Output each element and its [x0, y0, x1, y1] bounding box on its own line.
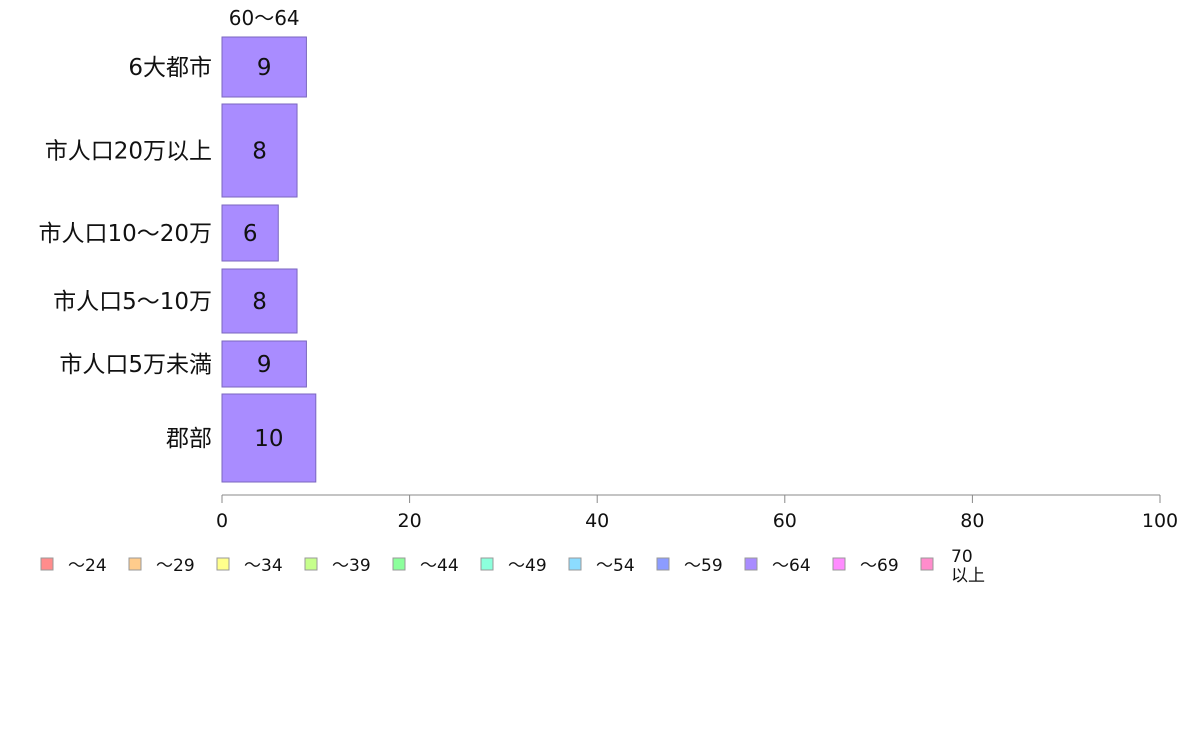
- x-tick-label: 20: [398, 510, 422, 532]
- bar-segment: [221, 340, 307, 388]
- category-label: 市人口20万以上: [45, 139, 212, 165]
- bar-value-label: 9: [257, 352, 272, 378]
- legend-swatch: [744, 557, 758, 571]
- bar-value-label: 6: [243, 221, 258, 247]
- legend-label: 〜29: [156, 556, 195, 576]
- bar-value-label: 9: [257, 55, 272, 81]
- legend-swatch: [216, 557, 230, 571]
- bar-segment: [221, 103, 298, 198]
- legend-label: 〜54: [596, 556, 635, 576]
- bar-value-label: 8: [252, 289, 267, 315]
- legend-swatch: [832, 557, 846, 571]
- bars-layer: 6大都市 9 市人口20万以上 8 市人口10〜20万 6 市人口5〜10万 8 市人口5万未満…: [38, 6, 317, 483]
- legend-swatch: [568, 557, 582, 571]
- bar-value-label: 10: [254, 426, 283, 452]
- legend-label: 〜24: [68, 556, 107, 576]
- series-top-label: 60〜64: [229, 6, 300, 30]
- legend-swatch: [480, 557, 494, 571]
- legend-swatch: [128, 557, 142, 571]
- category-label: 市人口5〜10万: [53, 289, 212, 315]
- x-tick-label: 80: [960, 510, 984, 532]
- legend-swatch: [40, 557, 54, 571]
- x-tick-label: 100: [1142, 510, 1178, 532]
- bar-segment: [221, 393, 317, 483]
- legend-swatch: [920, 557, 934, 571]
- legend-label: 〜39: [332, 556, 371, 576]
- legend-label: 〜44: [420, 556, 459, 576]
- bar-segment: [221, 204, 279, 262]
- x-axis: 0 20 40 60 80 100: [216, 494, 1178, 532]
- bar-segment: [221, 36, 307, 98]
- x-tick-label: 40: [585, 510, 609, 532]
- bar-value-label: 8: [252, 139, 267, 165]
- legend-swatch: [392, 557, 406, 571]
- category-label: 市人口5万未満: [59, 352, 212, 378]
- x-tick-label: 0: [216, 510, 228, 532]
- legend-swatch: [304, 557, 318, 571]
- legend-label: 〜34: [244, 556, 283, 576]
- x-tick-label: 60: [773, 510, 797, 532]
- legend-label: 〜64: [772, 556, 811, 576]
- legend: 〜24 〜29 〜34 〜39 〜44 〜49 〜54 〜59 〜64 〜69 70 以上: [40, 547, 985, 586]
- category-label: 6大都市: [128, 55, 212, 81]
- bar-segment: [221, 268, 298, 334]
- category-label: 市人口10〜20万: [38, 221, 212, 247]
- legend-label: 〜49: [508, 556, 547, 576]
- legend-label: 70 以上: [951, 547, 985, 586]
- legend-label: 〜69: [860, 556, 899, 576]
- legend-label: 〜59: [684, 556, 723, 576]
- legend-swatch: [656, 557, 670, 571]
- category-label: 郡部: [166, 426, 212, 452]
